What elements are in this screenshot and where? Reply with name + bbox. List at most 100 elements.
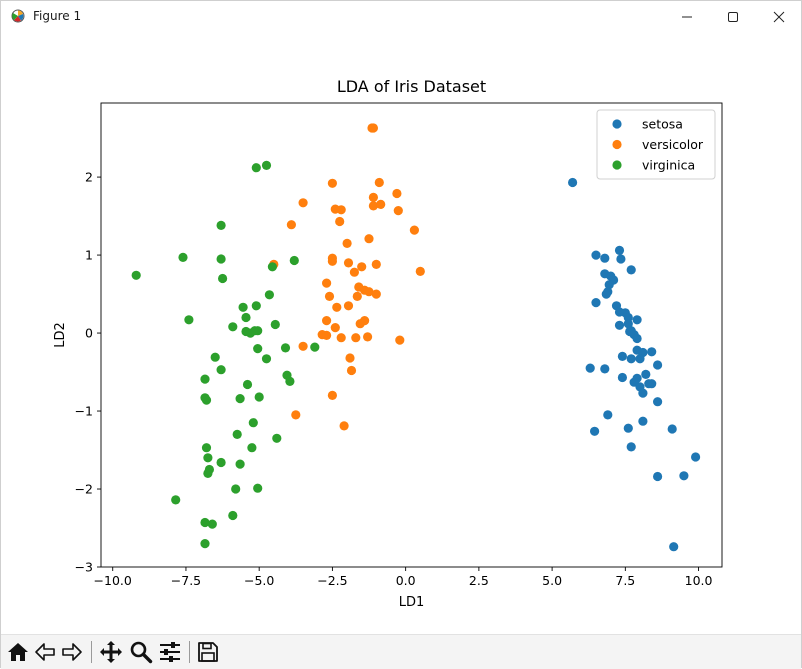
data-point-virginica — [254, 392, 264, 402]
home-button[interactable] — [6, 640, 30, 664]
data-point-setosa — [626, 354, 636, 364]
forward-arrow-icon — [62, 643, 82, 661]
data-point-virginica — [216, 254, 226, 264]
y-axis-label: LD2 — [53, 322, 68, 348]
legend-label-setosa: setosa — [642, 117, 683, 132]
pan-button[interactable] — [99, 640, 123, 664]
data-point-versicolor — [346, 365, 357, 376]
save-button[interactable] — [196, 640, 220, 664]
data-point-setosa — [617, 372, 628, 383]
figure-canvas[interactable]: LDA of Iris Dataset −10.0 −7.5 −5.0 −2.5 0.0 2… — [1, 32, 801, 634]
back-button[interactable] — [33, 640, 57, 664]
data-point-versicolor — [335, 216, 345, 227]
data-point-virginica — [201, 395, 212, 405]
navigation-toolbar — [1, 634, 801, 669]
data-point-setosa — [623, 319, 633, 329]
data-point-versicolor — [345, 353, 355, 363]
x-axis-label: LD1 — [399, 595, 425, 610]
data-point-virginica — [247, 443, 257, 453]
data-point-virginica — [203, 468, 213, 478]
maximize-button[interactable] — [710, 1, 756, 32]
y-tick-label: 1 — [85, 248, 93, 263]
legend-label-versicolor: versicolor — [642, 137, 704, 152]
close-icon — [773, 11, 785, 22]
data-point-virginica — [216, 220, 226, 230]
configure-subplots-button[interactable] — [158, 640, 182, 664]
data-point-virginica — [310, 342, 320, 352]
home-icon — [8, 643, 28, 661]
data-point-versicolor — [371, 259, 381, 269]
data-point-versicolor — [343, 258, 354, 268]
data-point-setosa — [638, 416, 648, 426]
data-point-versicolor — [327, 256, 337, 266]
data-point-virginica — [131, 270, 141, 280]
data-point-virginica — [216, 365, 226, 375]
data-point-virginica — [251, 163, 261, 173]
data-point-virginica — [216, 457, 226, 468]
matplotlib-figure-icon — [11, 9, 25, 23]
zoom-button[interactable] — [129, 640, 153, 664]
data-point-setosa — [653, 397, 663, 407]
data-point-virginica — [235, 459, 245, 469]
data-point-setosa — [623, 423, 633, 433]
data-point-versicolor — [364, 234, 374, 244]
y-tick-label: 2 — [85, 170, 93, 185]
data-point-virginica — [200, 374, 210, 384]
data-point-virginica — [261, 160, 272, 170]
data-point-virginica — [267, 262, 277, 272]
data-point-setosa — [603, 410, 613, 420]
close-button[interactable] — [756, 1, 802, 32]
y-tick-label: 0 — [85, 326, 93, 341]
data-point-virginica — [272, 433, 282, 443]
forward-button[interactable] — [60, 640, 84, 664]
plot-frame — [100, 102, 723, 568]
data-point-versicolor — [291, 410, 301, 420]
data-point-setosa — [653, 360, 663, 370]
data-point-versicolor — [409, 225, 419, 235]
data-point-setosa — [590, 426, 600, 436]
data-point-virginica — [200, 517, 210, 528]
save-icon — [198, 642, 218, 662]
y-tick-label: −1 — [75, 404, 93, 419]
data-point-virginica — [261, 354, 272, 364]
data-point-setosa — [626, 442, 636, 452]
legend-box — [596, 109, 716, 180]
data-point-setosa — [591, 250, 601, 260]
y-tick-label: −3 — [75, 560, 93, 575]
data-point-virginica — [228, 322, 238, 332]
data-point-setosa — [632, 315, 642, 325]
data-point-versicolor — [322, 316, 332, 326]
data-point-versicolor — [364, 287, 374, 297]
minimize-button[interactable] — [664, 1, 710, 32]
data-point-virginica — [231, 484, 241, 494]
data-point-virginica — [184, 315, 194, 325]
data-point-virginica — [280, 343, 291, 353]
data-point-virginica — [203, 453, 213, 463]
title-bar[interactable]: Figure 1 — [1, 1, 801, 32]
data-point-versicolor — [395, 335, 405, 345]
data-point-setosa — [604, 280, 614, 290]
data-point-versicolor — [363, 332, 373, 342]
data-point-versicolor — [371, 289, 381, 299]
data-point-setosa — [617, 351, 628, 361]
data-point-setosa — [591, 298, 601, 308]
data-point-setosa — [667, 424, 677, 434]
x-tick-label: −2.5 — [317, 573, 347, 588]
scatter-plot: LDA of Iris Dataset −10.0 −7.5 −5.0 −2.5 0.0 2… — [53, 77, 723, 610]
data-point-setosa — [614, 307, 625, 317]
data-point-versicolor — [357, 262, 367, 272]
data-point-setosa — [647, 379, 657, 389]
chart-title: LDA of Iris Dataset — [337, 77, 486, 96]
data-point-virginica — [201, 443, 212, 453]
data-point-setosa — [647, 347, 657, 357]
zoom-icon — [130, 641, 153, 664]
data-point-virginica — [228, 510, 238, 521]
legend-marker-versicolor — [612, 139, 622, 150]
data-point-setosa — [679, 471, 689, 481]
data-point-virginica — [232, 429, 242, 439]
data-point-setosa — [600, 253, 610, 263]
data-point-versicolor — [342, 238, 352, 248]
data-point-versicolor — [327, 178, 337, 188]
data-point-setosa — [614, 320, 625, 330]
